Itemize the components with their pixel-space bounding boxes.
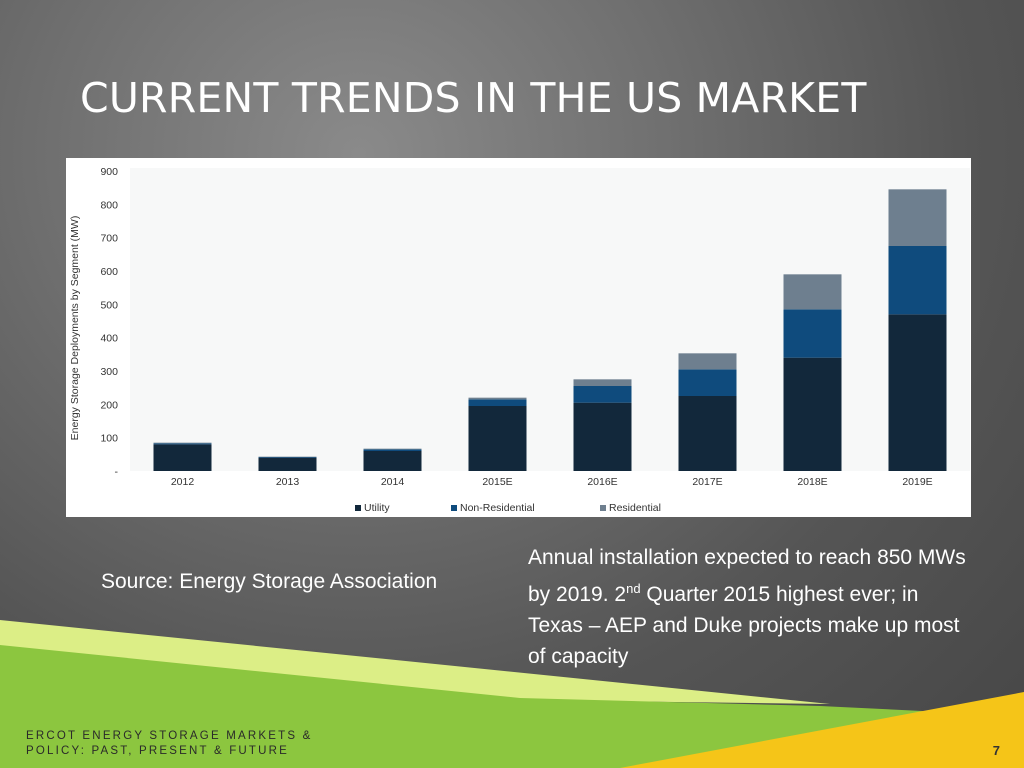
x-tick-label: 2013 — [276, 476, 300, 488]
y-tick-label: 500 — [100, 299, 118, 311]
bar-residential-2015e — [468, 397, 527, 400]
x-tick-label: 2014 — [381, 476, 405, 488]
bar-utility-2015e — [468, 406, 527, 471]
x-tick-label: 2018E — [797, 476, 827, 488]
bar-non-residential-2017e — [678, 369, 737, 396]
y-tick-label: 200 — [100, 399, 118, 411]
y-tick-label: 600 — [100, 266, 118, 278]
legend-swatch — [451, 505, 457, 511]
stripe-green — [0, 645, 1024, 768]
bar-residential-2016e — [573, 379, 632, 386]
x-tick-label: 2019E — [902, 476, 932, 488]
x-tick-label: 2017E — [692, 476, 722, 488]
bar-residential-2019e — [888, 189, 947, 246]
bar-residential-2017e — [678, 353, 737, 370]
bar-non-residential-2014 — [363, 449, 422, 451]
legend-label: Residential — [609, 502, 661, 514]
annotation-text-part1: Annual installation expected to reach 85… — [528, 546, 966, 606]
bar-utility-2017e — [678, 396, 737, 471]
x-tick-label: 2015E — [482, 476, 512, 488]
y-tick-label: - — [115, 466, 119, 478]
bar-utility-2016e — [573, 402, 632, 471]
y-tick-label: 700 — [100, 233, 118, 245]
footer-line-2: POLICY: PAST, PRESENT & FUTURE — [26, 745, 290, 757]
bar-residential-2014 — [363, 448, 422, 450]
y-tick-label: 400 — [100, 333, 118, 345]
legend-label: Utility — [364, 502, 390, 514]
bar-non-residential-2018e — [783, 309, 842, 358]
bar-residential-2018e — [783, 274, 842, 310]
slide-title: CURRENT TRENDS IN THE US MARKET — [80, 74, 867, 122]
legend-swatch — [600, 505, 606, 511]
y-axis-label: Energy Storage Deployments by Segment (M… — [69, 216, 81, 441]
bar-utility-2014 — [363, 451, 422, 471]
y-tick-label: 300 — [100, 366, 118, 378]
bar-non-residential-2012 — [153, 443, 212, 445]
bar-utility-2019e — [888, 314, 947, 471]
stripe-light-green — [0, 620, 830, 704]
bar-residential-2012 — [153, 442, 212, 444]
annotation-superscript: nd — [626, 581, 641, 596]
decorative-stripes — [0, 620, 1024, 768]
annotation-text-part2: Quarter 2015 highest ever; in Texas – AE… — [528, 583, 960, 668]
bar-utility-2012 — [153, 444, 212, 471]
page-number: 7 — [992, 743, 1000, 758]
bar-non-residential-2013 — [258, 457, 317, 458]
annotation-text: Annual installation expected to reach 85… — [528, 542, 978, 672]
y-tick-label: 900 — [100, 166, 118, 178]
y-tick-label: 800 — [100, 199, 118, 211]
bar-non-residential-2015e — [468, 399, 527, 406]
stacked-bar-chart: - 100 200 300 400 500 600 700 800 900 Energy Stora… — [69, 166, 970, 514]
legend-swatch — [355, 505, 361, 511]
chart-container: - 100 200 300 400 500 600 700 800 900 Energy Stora… — [66, 158, 971, 517]
plot-area — [130, 168, 970, 471]
legend-label: Non-Residential — [460, 502, 535, 514]
bar-utility-2018e — [783, 357, 842, 471]
bar-utility-2013 — [258, 457, 317, 471]
footer-line-1: ERCOT ENERGY STORAGE MARKETS & — [26, 730, 313, 742]
x-tick-label: 2012 — [171, 476, 195, 488]
x-tick-label: 2016E — [587, 476, 617, 488]
source-note: Source: Energy Storage Association — [101, 570, 438, 593]
stripe-yellow — [620, 692, 1024, 768]
bar-non-residential-2019e — [888, 246, 947, 315]
y-tick-label: 100 — [100, 433, 118, 445]
footer-text: ERCOT ENERGY STORAGE MARKETS & POLICY: P… — [26, 729, 312, 759]
bar-non-residential-2016e — [573, 386, 632, 403]
